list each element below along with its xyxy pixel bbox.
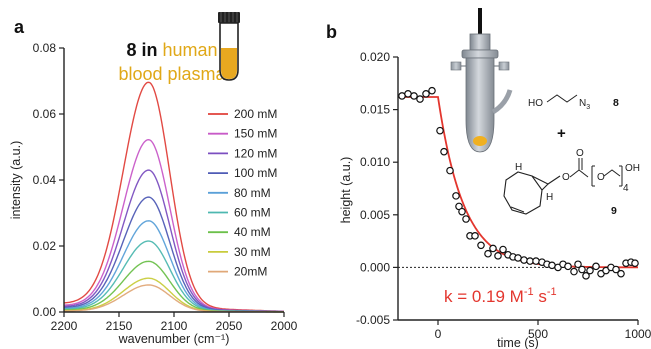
data-point <box>436 126 444 135</box>
annotation-line-1: 8 in human <box>126 40 217 60</box>
data-point <box>617 269 625 278</box>
y-tick-label-b: 0.020 <box>360 50 390 64</box>
legend-label: 200 mM <box>234 107 277 121</box>
reaction-vial-icon <box>450 8 513 153</box>
legend-label: 120 mM <box>234 146 277 160</box>
rate-mid: s <box>534 287 547 306</box>
x-axis-label-b: time (s) <box>497 336 539 349</box>
legend-label: 150 mM <box>234 127 277 141</box>
panel-a-label: a <box>14 17 25 37</box>
x-ticks-a: 2200 2150 2100 2050 2000 <box>51 312 298 333</box>
data-point <box>612 265 620 274</box>
x-tick-label-b: 0 <box>435 327 442 341</box>
y-tick-label-b: -0.005 <box>356 313 390 327</box>
data-point <box>428 86 436 95</box>
data-point <box>446 166 454 175</box>
reagent-8-azide: N3 <box>579 98 590 111</box>
data-point <box>578 265 586 274</box>
y-tick-label-a: 0.02 <box>33 239 57 253</box>
ether-o: O <box>597 172 605 183</box>
data-point <box>462 215 470 223</box>
y-tick-label-a: 0.06 <box>33 107 57 121</box>
azide-sub: 3 <box>586 104 590 111</box>
annotation-in: in <box>136 40 162 60</box>
annotation-line-2: blood plasma <box>118 64 226 84</box>
rate-exp2: -1 <box>547 286 557 298</box>
reagent-9-label: 9 <box>611 205 617 217</box>
data-point <box>582 272 590 280</box>
x-ticks-b: 0 500 1000 <box>435 320 651 341</box>
data-point <box>494 252 502 260</box>
y-tick-label-b: 0.005 <box>360 208 390 222</box>
data-point <box>499 245 507 254</box>
repeat-subscript: 4 <box>623 183 629 194</box>
data-point <box>477 241 485 250</box>
reaction-scheme: HO N3 8 + H H O O O 4 OH 9 <box>503 94 640 217</box>
h-top: H <box>515 162 522 173</box>
data-point <box>520 256 528 264</box>
data-point <box>440 147 448 156</box>
panel-b-plot: -0.005 0.000 0.005 0.010 0.015 0.020 0 500 1000… <box>339 50 651 349</box>
legend-label: 60 mM <box>234 206 271 220</box>
y-tick-label-b: 0.010 <box>360 155 390 169</box>
azide-n: N <box>579 98 586 109</box>
reagent-8-ho: HO <box>528 98 543 109</box>
legend-a: 200 mM 150 mM 120 mM 100 mM 80 mM 60 mM 40 mM 3… <box>208 107 277 279</box>
x-tick-label-a: 2200 <box>51 319 78 333</box>
data-point <box>452 192 460 200</box>
carbamate-o2: O <box>576 148 584 159</box>
rate-constant: k = 0.19 M-1 s-1 <box>444 286 557 306</box>
annotation-compound: 8 <box>126 40 136 60</box>
x-axis-label-a: wavenumber (cm⁻¹) <box>118 332 230 346</box>
panel-a-plot: 0.00 0.02 0.04 0.06 0.08 2200 2150 2100 2050 200… <box>9 41 298 346</box>
terminal-oh: OH <box>625 163 640 174</box>
carbamate-o1: O <box>562 172 570 183</box>
data-point <box>489 244 497 253</box>
data-point <box>570 267 578 276</box>
panel-b-label: b <box>326 22 337 42</box>
data-point <box>416 95 424 103</box>
y-ticks-b: -0.005 0.000 0.005 0.010 0.015 0.020 <box>356 50 398 327</box>
data-point <box>458 207 466 216</box>
legend-label: 100 mM <box>234 166 277 180</box>
h-bottom: H <box>546 192 553 203</box>
y-ticks-a: 0.00 0.02 0.04 0.06 0.08 <box>33 41 64 319</box>
spectra-curves <box>63 81 285 313</box>
x-tick-label-a: 2150 <box>106 319 133 333</box>
data-point <box>484 249 492 258</box>
x-tick-label-b: 1000 <box>625 327 651 341</box>
data-point <box>631 259 639 267</box>
y-tick-label-a: 0.04 <box>33 173 57 187</box>
data-point <box>471 232 479 240</box>
y-tick-label-b: 0.000 <box>360 260 390 274</box>
data-point <box>592 262 600 271</box>
y-tick-label-a: 0.08 <box>33 41 57 55</box>
y-axis-label-b: height (a.u.) <box>339 157 353 224</box>
annotation-human: human <box>162 40 217 60</box>
data-point <box>410 92 418 100</box>
x-tick-label-b: 500 <box>528 327 548 341</box>
data-point <box>586 266 594 275</box>
legend-label: 80 mM <box>234 186 271 200</box>
data-point <box>564 262 572 271</box>
blood-tube-icon <box>218 12 240 81</box>
rate-prefix: k = 0.19 M <box>444 287 524 306</box>
data-point <box>422 90 430 98</box>
data-points <box>398 86 639 280</box>
y-axis-label-a: intensity (a.u.) <box>9 141 23 220</box>
plus-sign: + <box>557 125 566 142</box>
rate-exp1: -1 <box>524 286 534 298</box>
x-tick-label-a: 2050 <box>216 319 243 333</box>
y-tick-label-a: 0.00 <box>33 305 57 319</box>
data-point <box>532 257 540 265</box>
x-tick-label-a: 2100 <box>161 319 188 333</box>
legend-label: 20mM <box>234 265 267 279</box>
legend-label: 40 mM <box>234 225 271 239</box>
reagent-8-label: 8 <box>613 97 619 109</box>
legend-label: 30 mM <box>234 245 271 259</box>
x-tick-label-a: 2000 <box>271 319 298 333</box>
y-tick-label-b: 0.015 <box>360 103 390 117</box>
data-point <box>574 260 582 269</box>
